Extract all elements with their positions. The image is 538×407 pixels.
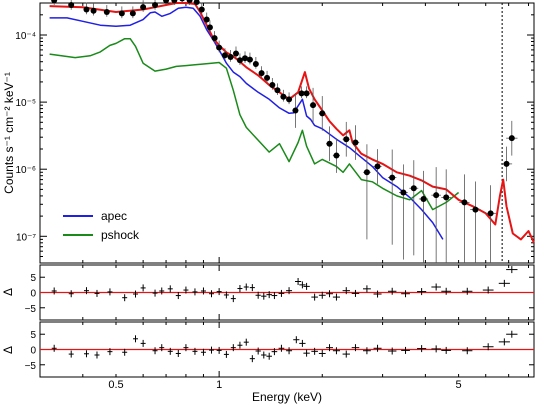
x-tick-label: 5 xyxy=(456,379,462,391)
residual-2-y-tick-labels: 5 0 −5 xyxy=(25,330,37,372)
data-point xyxy=(310,102,317,109)
data-point xyxy=(216,44,223,51)
residual-2-y-label: Δ xyxy=(1,346,15,354)
data-point xyxy=(319,110,326,117)
data-point xyxy=(508,135,515,142)
data-point xyxy=(242,55,249,62)
series-line-apec xyxy=(49,6,444,240)
data-point xyxy=(433,192,440,199)
data-point xyxy=(343,136,350,143)
data-point xyxy=(363,169,370,176)
data-point xyxy=(333,152,340,159)
data-point xyxy=(186,0,193,4)
data-point xyxy=(286,96,293,103)
y-tick-label: 0 xyxy=(30,289,36,300)
data-point xyxy=(410,185,417,192)
data-point xyxy=(227,54,234,61)
y-tick-labels: 10⁻⁴ 10⁻⁵ 10⁻⁶ 10⁻⁷ xyxy=(15,31,36,243)
spectrum-axis-ticks xyxy=(40,3,534,264)
data-point xyxy=(179,0,185,2)
y-tick-label: −5 xyxy=(25,361,37,372)
data-point xyxy=(118,10,125,17)
series-line-pshock xyxy=(49,37,460,211)
data-point xyxy=(83,6,90,13)
data-point xyxy=(103,9,110,16)
data-point xyxy=(129,10,136,17)
data-point xyxy=(352,139,359,146)
data-point xyxy=(140,4,147,11)
x-axis-label: Energy (keV) xyxy=(252,390,322,404)
residual-panel-2: 5 0 −5 Δ 0.5 1 5 Energy (keV) xyxy=(1,321,535,404)
legend: apec pshock xyxy=(63,209,140,242)
data-point xyxy=(443,194,450,201)
data-point xyxy=(211,35,218,42)
data-point xyxy=(163,0,170,4)
residual-1-y-tick-labels: 5 0 −5 xyxy=(25,273,37,315)
data-point xyxy=(258,70,265,77)
data-point xyxy=(236,57,243,64)
y-tick-label: 0 xyxy=(30,346,36,357)
residual-1-data-points xyxy=(51,266,518,303)
residual-1-axis-ticks xyxy=(40,265,534,320)
data-point xyxy=(420,195,427,202)
data-point xyxy=(389,174,396,181)
legend-label-pshock: pshock xyxy=(101,228,140,242)
data-point xyxy=(274,87,281,94)
residual-panel-1: 5 0 −5 Δ xyxy=(1,264,535,321)
data-point xyxy=(461,199,468,206)
data-point xyxy=(503,160,510,167)
y-tick-label: 10⁻⁷ xyxy=(16,232,36,243)
spectrum-panel-frame xyxy=(39,2,535,264)
data-point xyxy=(303,90,310,97)
data-point xyxy=(152,2,159,9)
data-point xyxy=(487,210,494,217)
data-point xyxy=(221,52,228,59)
y-tick-label: −5 xyxy=(25,304,37,315)
y-tick-label: 5 xyxy=(30,330,36,341)
y-axis-label: Counts s⁻¹ cm⁻² keV⁻¹ xyxy=(2,72,16,194)
data-point xyxy=(280,93,287,100)
spectrum-panel: 10⁻⁴ 10⁻⁵ 10⁻⁶ 10⁻⁷ Counts s⁻¹ cm⁻² keV⁻… xyxy=(2,0,535,264)
data-point xyxy=(198,6,205,13)
data-point xyxy=(51,0,58,4)
spectrum-data-points xyxy=(51,0,518,263)
data-point xyxy=(193,0,200,6)
data-point xyxy=(326,140,333,147)
data-point xyxy=(472,206,479,213)
data-point xyxy=(269,81,276,88)
data-point xyxy=(252,60,259,67)
data-point xyxy=(374,163,381,170)
data-point xyxy=(206,24,213,31)
data-point xyxy=(203,16,210,23)
x-tick-label: 1 xyxy=(216,379,222,391)
data-point xyxy=(68,2,75,9)
data-point xyxy=(171,0,178,4)
y-tick-label: 10⁻⁶ xyxy=(15,165,36,176)
data-point xyxy=(90,7,97,14)
data-point xyxy=(246,56,253,63)
x-tick-label: 0.5 xyxy=(108,379,123,391)
data-point xyxy=(298,90,305,97)
residual-2-data-points xyxy=(51,330,518,363)
data-point xyxy=(400,189,407,196)
residual-1-y-label: Δ xyxy=(1,288,15,296)
data-point xyxy=(292,107,299,114)
y-tick-label: 5 xyxy=(30,273,36,284)
series-line-total xyxy=(49,2,535,244)
data-point xyxy=(232,50,239,57)
spectrum-series-group xyxy=(49,2,535,244)
y-tick-label: 10⁻⁴ xyxy=(15,31,36,42)
legend-label-apec: apec xyxy=(101,209,127,223)
data-point xyxy=(264,74,271,81)
y-tick-label: 10⁻⁵ xyxy=(15,98,36,109)
x-tick-labels: 0.5 1 5 xyxy=(108,379,461,391)
